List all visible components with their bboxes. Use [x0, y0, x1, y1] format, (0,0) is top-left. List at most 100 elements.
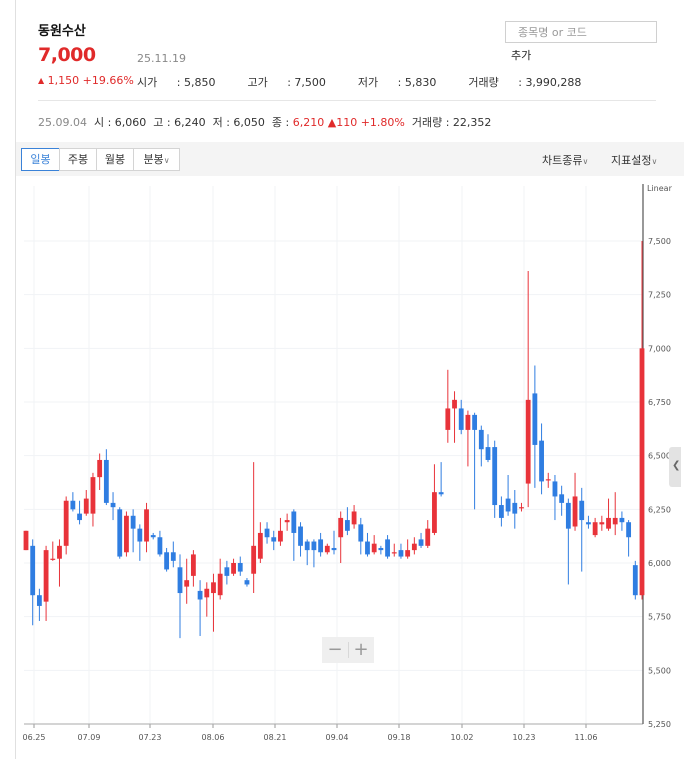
candle-body	[331, 547, 337, 551]
candle-body	[344, 520, 350, 531]
candle-body	[224, 567, 230, 576]
candle-body	[90, 477, 96, 514]
tab-weekly[interactable]: 주봉	[59, 148, 97, 171]
candle-body	[519, 507, 524, 509]
candle-body	[318, 539, 324, 553]
candle-body	[291, 511, 297, 533]
stat-high: 고가 : 7,500	[247, 76, 326, 89]
candle-body	[472, 414, 478, 430]
zoom-in-button[interactable]: +	[353, 639, 369, 660]
hover-high: 고 : 6,240	[153, 116, 206, 129]
tab-minute[interactable]: 분봉∨	[133, 148, 180, 171]
hover-volume: 거래량 : 22,352	[411, 116, 492, 129]
candle-body	[452, 399, 457, 409]
add-button[interactable]: 추가	[511, 49, 532, 62]
candle-body	[552, 481, 558, 497]
candle-body	[231, 563, 236, 574]
chart-type-dropdown[interactable]: 차트종류∨	[542, 154, 589, 167]
x-tick-label: 08.21	[264, 733, 287, 742]
candle-body	[639, 348, 645, 596]
divider	[38, 100, 656, 101]
candle-body	[137, 528, 143, 542]
candle-body	[492, 447, 498, 506]
candle-body	[465, 414, 471, 430]
y-tick-label: 5,500	[648, 666, 671, 675]
candle-body	[150, 535, 156, 538]
candle-body	[411, 543, 417, 551]
up-arrow-icon: ▲	[327, 116, 337, 129]
candle-body	[130, 515, 136, 529]
candle-body	[298, 526, 303, 546]
candle-body	[525, 399, 531, 484]
candle-body	[197, 590, 203, 600]
hover-candle-info: 25.09.04 시 : 6,060 고 : 6,240 저 : 6,050 종…	[38, 114, 491, 130]
current-price: 7,000	[38, 44, 96, 66]
panel-toggle-handle[interactable]: ❮	[669, 447, 681, 487]
x-tick-label: 10.02	[451, 733, 474, 742]
hover-open: 시 : 6,060	[93, 116, 147, 129]
candle-body	[586, 522, 591, 525]
candle-body	[50, 558, 56, 560]
candle-body	[144, 509, 149, 542]
y-tick-label: 6,750	[648, 398, 671, 407]
candle-body	[425, 528, 431, 546]
x-tick-label: 07.23	[139, 733, 162, 742]
candle-body	[385, 539, 390, 557]
y-tick-label: 7,500	[648, 237, 671, 246]
hover-low: 저 : 6,050	[212, 116, 265, 129]
candle-body	[432, 492, 437, 533]
tab-daily[interactable]: 일봉	[21, 148, 60, 171]
candle-body	[485, 447, 491, 460]
candle-body	[405, 550, 411, 557]
candle-body	[190, 554, 196, 576]
candle-body	[512, 502, 518, 514]
candle-body	[311, 541, 317, 551]
candle-body	[77, 513, 82, 521]
tab-monthly[interactable]: 월봉	[96, 148, 134, 171]
candle-body	[365, 541, 370, 555]
candle-body	[371, 543, 377, 553]
stock-widget	[15, 0, 684, 759]
candle-body	[157, 537, 163, 555]
daily-stats: 시가 : 5,850 고가 : 7,500 저가 : 5,830 거래량 : 3,99…	[137, 74, 613, 90]
stat-open: 시가 : 5,850	[137, 76, 216, 89]
candle-body	[124, 515, 129, 553]
hover-date: 25.09.04	[38, 116, 87, 129]
y-tick-label: 5,250	[648, 720, 671, 729]
candle-body	[70, 500, 76, 510]
candle-body	[418, 539, 424, 546]
candle-body	[23, 530, 29, 551]
candle-body	[445, 408, 451, 430]
candle-body	[211, 582, 216, 594]
candle-body	[251, 545, 257, 574]
candle-body	[271, 537, 277, 542]
candle-body	[63, 500, 69, 546]
candle-body	[264, 528, 270, 538]
candle-body	[606, 517, 611, 529]
candle-body	[391, 552, 397, 554]
candle-body	[244, 580, 250, 585]
candle-body	[498, 505, 504, 518]
candle-body	[170, 552, 176, 561]
candle-body	[324, 545, 330, 553]
candle-body	[592, 522, 598, 536]
candle-body	[532, 393, 538, 445]
candle-body	[217, 573, 223, 596]
indicator-settings-dropdown[interactable]: 지표설정∨	[611, 154, 658, 167]
candle-body	[83, 498, 89, 514]
candlestick-chart[interactable]: 5,250 5,500 5,750 6,000 6,250 6,500 6,750 7,000…	[16, 176, 684, 759]
candle-body	[284, 520, 290, 523]
x-tick-label: 11.06	[575, 733, 598, 742]
x-tick-label: 07.09	[78, 733, 101, 742]
price-date: 25.11.19	[137, 52, 186, 65]
hover-change: 110 +1.80%	[336, 116, 405, 129]
x-tick-label: 06.25	[23, 733, 46, 742]
search-input[interactable]	[505, 21, 657, 43]
candle-body	[304, 541, 310, 551]
zoom-out-button[interactable]: −	[327, 639, 343, 660]
x-tick-label: 08.06	[202, 733, 225, 742]
candle-body	[545, 479, 551, 481]
x-tick-label: 09.04	[326, 733, 349, 742]
change-value: 1,150 +19.66%	[47, 74, 134, 87]
chevron-down-icon: ∨	[582, 157, 589, 166]
